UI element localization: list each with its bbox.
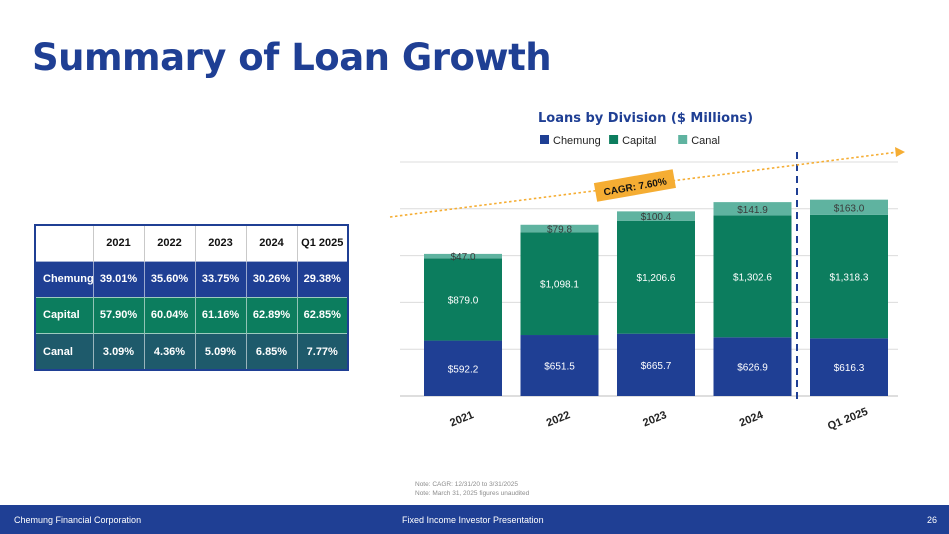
bar-segment: [520, 224, 599, 233]
table-cell: 33.75%: [195, 260, 247, 298]
bar-segment: [713, 202, 792, 216]
table-cell: 4.36%: [144, 333, 196, 370]
data-label: $1,098.1: [540, 280, 579, 291]
table-cell: 57.90%: [93, 296, 145, 334]
division-share-table: 2021 2022 2023 2024 Q1 2025 Chemung 39.0…: [34, 224, 349, 371]
bar-segment: [713, 337, 792, 396]
category-label: Q1 2025: [826, 406, 870, 433]
cagr-callout-box: [593, 169, 676, 202]
table-cell: 62.89%: [246, 296, 298, 334]
data-label: $1,318.3: [830, 273, 869, 284]
table-cell: 35.60%: [144, 260, 196, 298]
data-label: $592.2: [448, 364, 479, 375]
legend-swatch: [678, 135, 688, 144]
table-header-cell: 2024: [246, 225, 298, 261]
table-cell: 6.85%: [246, 333, 298, 370]
data-label: $163.0: [834, 203, 865, 214]
data-label: $141.9: [737, 205, 768, 216]
data-label: $665.7: [641, 361, 672, 372]
legend-label: Chemung: [553, 135, 601, 147]
data-label: $651.5: [544, 362, 575, 373]
bar-segment: [617, 333, 695, 396]
footer-presentation-title: Fixed Income Investor Presentation: [402, 515, 544, 525]
table-cell: 29.38%: [297, 260, 348, 298]
bar-segment: [520, 335, 599, 396]
table-row-label: Chemung: [35, 260, 94, 298]
page-title: Summary of Loan Growth: [32, 36, 552, 79]
page-number: 26: [926, 515, 937, 525]
table-cell: 30.26%: [246, 260, 298, 298]
category-label: 2024: [738, 409, 766, 430]
table-cell: 5.09%: [195, 333, 247, 370]
bar-segment: [520, 232, 599, 336]
data-label: $879.0: [448, 295, 479, 306]
data-label: $626.9: [737, 363, 768, 374]
table-row-canal: Canal 3.09% 4.36% 5.09% 6.85% 7.77%: [35, 333, 348, 370]
footnote: Note: March 31, 2025 figures unaudited: [415, 490, 530, 497]
table-row-chemung: Chemung 39.01% 35.60% 33.75% 30.26% 29.3…: [35, 260, 348, 298]
table-cell: 61.16%: [195, 296, 247, 334]
bar-segment: [424, 340, 502, 396]
loans-by-division-chart: Loans by Division ($ Millions) Chemung Cap…: [389, 111, 905, 433]
bar-segment: [810, 199, 888, 215]
table-header-cell: [35, 225, 94, 261]
bar-segment: [810, 214, 888, 339]
cagr-callout: CAGR: 7.60%: [593, 169, 676, 202]
bar-segment: [424, 258, 502, 341]
legend-label: Capital: [622, 135, 656, 147]
data-label: $100.4: [641, 212, 672, 223]
table-row-capital: Capital 57.90% 60.04% 61.16% 62.89% 62.8…: [35, 296, 348, 334]
category-label: 2021: [448, 409, 475, 429]
footer-company: Chemung Financial Corporation: [14, 515, 142, 525]
table-row-label: Canal: [35, 333, 94, 370]
table-cell: 39.01%: [93, 260, 145, 298]
bar-segment: [810, 338, 888, 396]
table-cell: 3.09%: [93, 333, 145, 370]
table-cell: 62.85%: [297, 296, 348, 334]
legend-swatch: [609, 135, 619, 144]
bar-segment: [424, 253, 502, 259]
table-header-row: 2021 2022 2023 2024 Q1 2025: [35, 225, 348, 261]
footer-bar: Chemung Financial Corporation Fixed Inco…: [0, 505, 949, 534]
table-header-cell: 2022: [144, 225, 196, 261]
table-cell: 7.77%: [297, 333, 348, 370]
table-header-cell: 2023: [195, 225, 247, 261]
data-label: $1,302.6: [733, 272, 772, 283]
chart-title: Loans by Division ($ Millions): [538, 111, 753, 126]
category-label: 2023: [641, 409, 668, 429]
data-label: $616.3: [834, 363, 865, 374]
footnote: Note: CAGR: 12/31/20 to 3/31/2025: [415, 481, 518, 488]
category-label: 2022: [545, 409, 572, 429]
table-header-cell: Q1 2025: [301, 237, 344, 250]
bar-segment: [617, 220, 695, 334]
table-row-label: Capital: [35, 296, 94, 334]
bar-segment: [617, 211, 695, 221]
bar-segment: [713, 215, 792, 338]
legend-label: Canal: [691, 135, 720, 147]
footnotes: Note: CAGR: 12/31/20 to 3/31/2025 Note: …: [415, 480, 529, 498]
cagr-arrowhead: [895, 147, 905, 157]
data-label: $1,206.6: [637, 273, 676, 284]
data-label: $79.8: [547, 225, 572, 236]
table-cell: 60.04%: [144, 296, 196, 334]
legend-swatch: [540, 135, 549, 144]
table-header-cell: 2021: [93, 225, 145, 261]
data-label: $47.0: [450, 252, 475, 263]
